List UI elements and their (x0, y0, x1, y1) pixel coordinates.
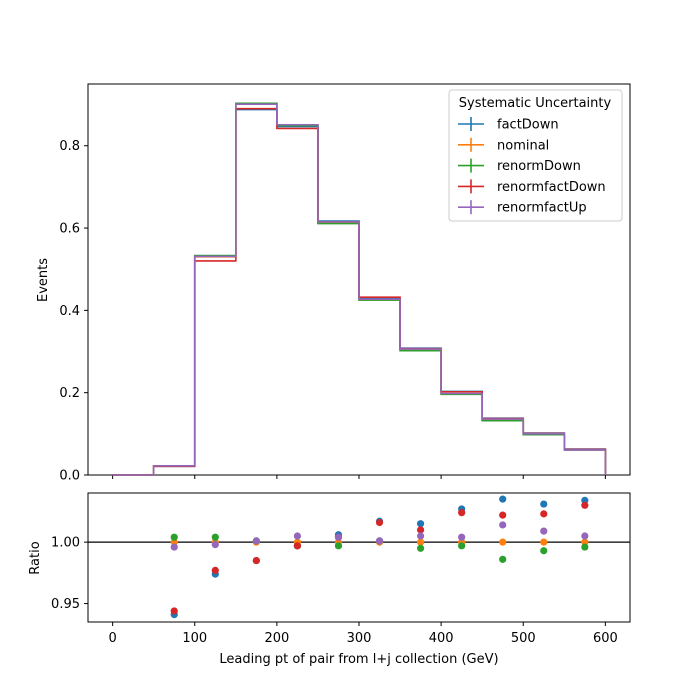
ratio-point-renormDown (170, 533, 178, 541)
ratio-point-renormfactUp (293, 532, 302, 540)
series-line-renormfactUp (112, 103, 607, 476)
ratio-point-nominal (499, 538, 507, 546)
legend-item-renormDown: renormDown (458, 158, 581, 174)
ratio-point-renormfactDown (540, 510, 548, 518)
x-tick-label: 100 (182, 631, 207, 646)
ratio-point-renormfactUp (581, 532, 589, 540)
ratio-point-renormfactUp (499, 521, 507, 529)
legend-item-factDown: factDown (458, 117, 559, 133)
x-tick-label: 400 (429, 631, 454, 646)
ratio-point-renormDown (334, 542, 343, 550)
main-y-tick-label: 0.0 (59, 469, 80, 484)
main-y-tick-label: 0.4 (59, 304, 80, 319)
ratio-point-renormfactDown (170, 607, 178, 615)
legend-label-renormfactDown: renormfactDown (497, 180, 606, 195)
legend-label-nominal: nominal (497, 138, 549, 153)
legend: Systematic Uncertainty factDown nominal re… (448, 89, 623, 222)
ratio-point-renormfactDown (293, 542, 302, 550)
main-y-axis-label: Events (36, 258, 51, 302)
ratio-point-renormfactDown (252, 556, 260, 565)
ratio-point-nominal (416, 538, 425, 546)
x-tick-label: 200 (264, 631, 289, 646)
x-axis-label: Leading pt of pair from l+j collection (… (219, 652, 498, 667)
x-tick-label: 0 (108, 631, 116, 646)
ratio-point-renormfactUp (170, 543, 178, 551)
ratio-point-renormfactDown (211, 566, 219, 575)
x-tick-label: 500 (511, 631, 536, 646)
legend-title: Systematic Uncertainty (459, 96, 612, 111)
ratio-point-renormfactUp (252, 537, 260, 545)
main-y-tick-label: 0.6 (59, 222, 80, 237)
ratio-point-renormDown (499, 555, 507, 563)
ratio-point-factDown (416, 520, 425, 528)
main-y-tick-label: 0.8 (59, 139, 80, 154)
main-plot-panel: 0.0 0.2 0.4 0.6 0.8 Events (36, 83, 631, 484)
ratio-point-factDown (540, 500, 548, 508)
ratio-point-renormfactUp (458, 533, 466, 541)
x-tick-label: 300 (347, 631, 372, 646)
ratio-point-renormfactDown (416, 526, 425, 534)
x-tick-label: 600 (593, 631, 618, 646)
main-y-tick-label: 0.2 (59, 386, 80, 401)
ratio-point-factDown (499, 495, 507, 503)
ratio-y-tick-label: 0.95 (51, 597, 80, 612)
ratio-point-renormfactUp (540, 527, 548, 535)
ratio-point-renormfactUp (334, 533, 343, 541)
ratio-y-axis-label: Ratio (28, 541, 43, 574)
legend-box (448, 89, 623, 222)
legend-label-renormfactUp: renormfactUp (497, 201, 587, 216)
legend-item-nominal: nominal (458, 137, 549, 153)
ratio-point-renormDown (458, 542, 466, 550)
legend-item-renormfactUp: renormfactUp (458, 200, 587, 216)
legend-label-factDown: factDown (497, 118, 559, 133)
legend-label-renormDown: renormDown (497, 159, 581, 174)
ratio-point-renormfactUp (416, 532, 425, 540)
ratio-point-renormfactDown (458, 509, 466, 517)
ratio-point-renormfactDown (499, 511, 507, 519)
ratio-point-renormfactDown (375, 518, 384, 527)
ratio-point-renormDown (540, 547, 548, 555)
ratio-point-renormDown (211, 533, 219, 541)
ratio-point-renormDown (581, 543, 589, 551)
series-line-renormDown (112, 102, 607, 476)
ratio-point-factDown (581, 496, 589, 504)
ratio-point-renormfactUp (375, 537, 384, 545)
ratio-point-nominal (581, 538, 589, 546)
ratio-point-renormfactDown (581, 501, 589, 509)
ratio-point-renormDown (416, 544, 425, 552)
ratio-plot-panel: 0.95 1.00 0 100 200 300 400 500 600 Ratio (28, 492, 631, 646)
ratio-y-tick-label: 1.00 (51, 536, 80, 551)
legend-item-renormfactDown: renormfactDown (458, 179, 606, 195)
ratio-point-nominal (540, 538, 548, 546)
ratio-point-renormfactUp (211, 541, 219, 549)
